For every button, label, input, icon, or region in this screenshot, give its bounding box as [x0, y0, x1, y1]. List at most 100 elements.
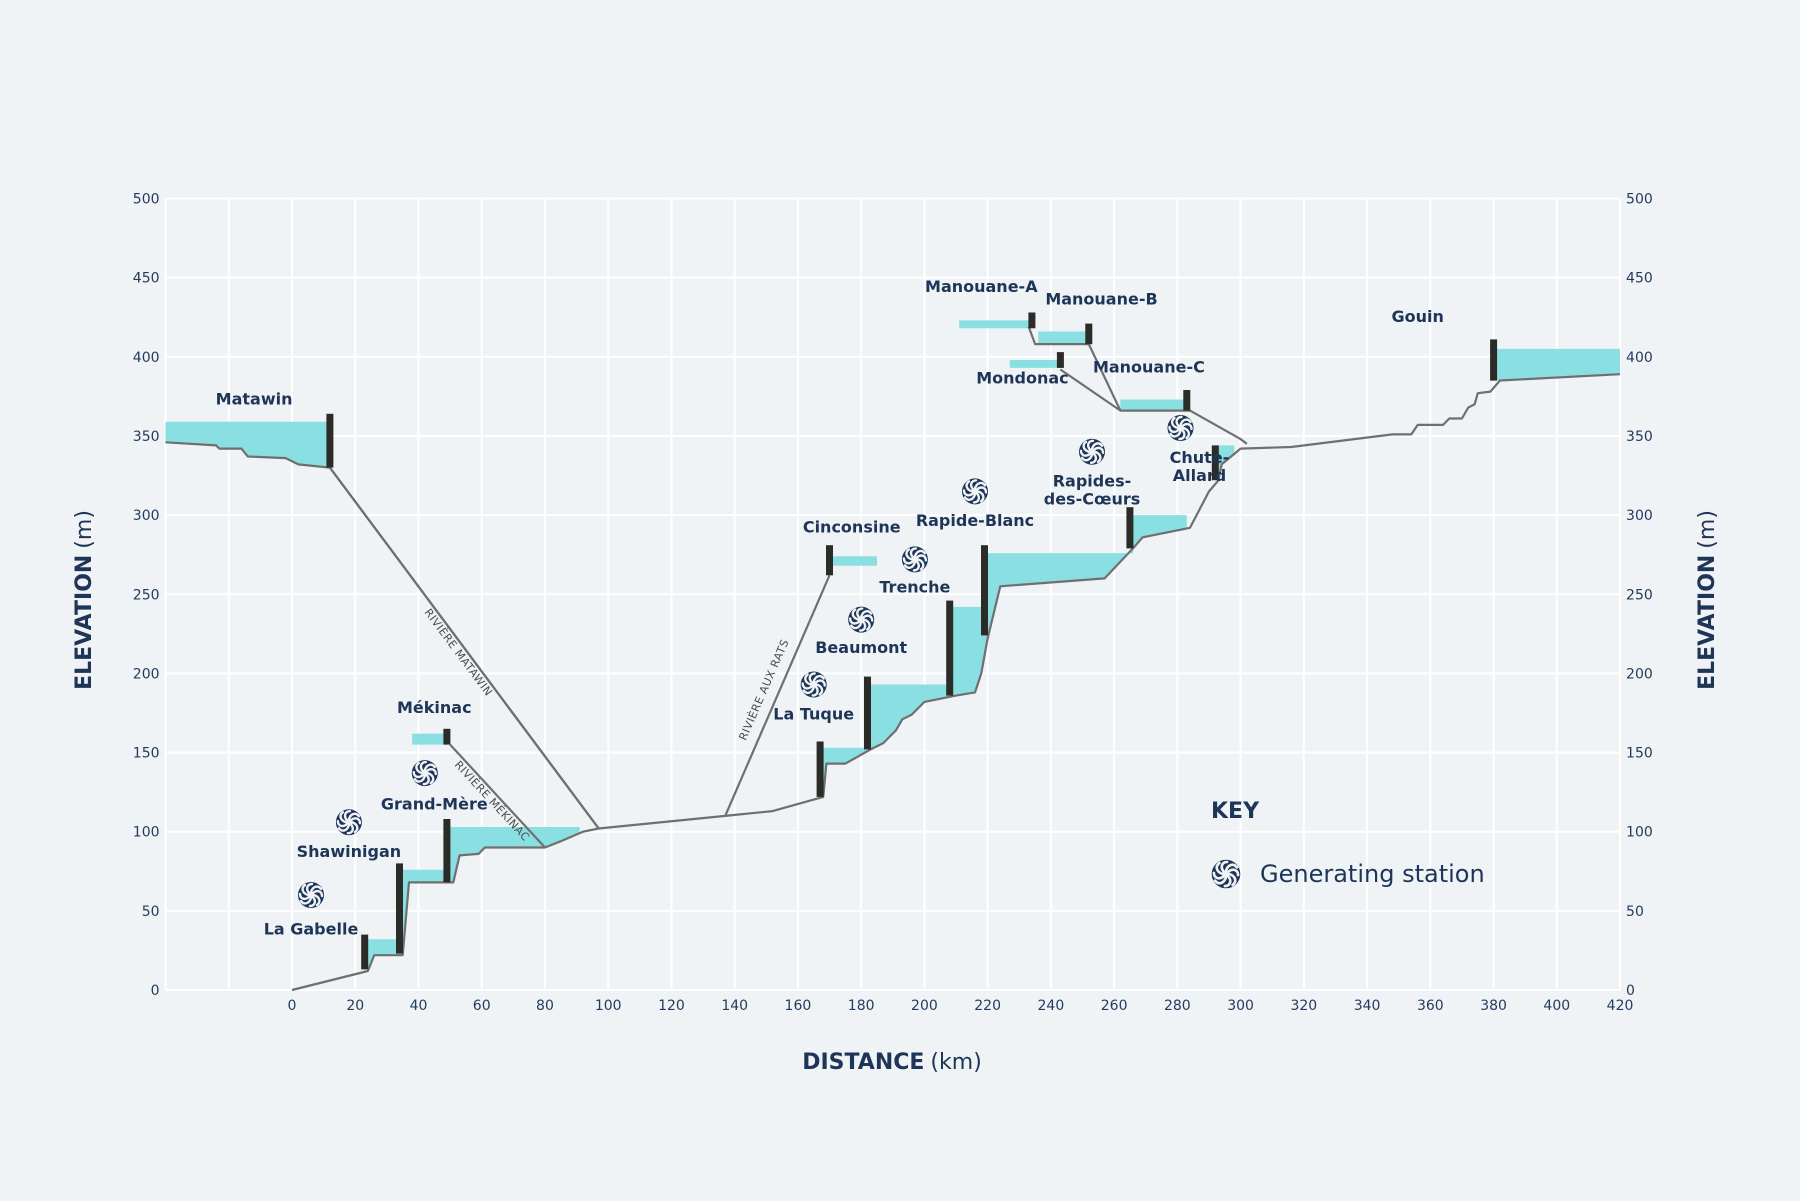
x-tick-label: 40 [410, 998, 428, 1014]
label-rapide-blanc: Rapide-Blanc [916, 511, 1034, 530]
dam-manouane-b [1085, 323, 1093, 345]
dam-m-kinac [443, 728, 451, 745]
x-tick-label: 20 [346, 998, 364, 1014]
x-tick-label: 120 [658, 998, 685, 1014]
dam-mondonac [1056, 352, 1064, 368]
reservoir-cinconsine [832, 556, 877, 566]
x-tick-label: 0 [288, 998, 297, 1014]
label-manouane-c: Manouane-C [1093, 358, 1205, 377]
label-manouane-b: Manouane-B [1045, 290, 1157, 309]
reservoir-manouane-c [1120, 399, 1190, 411]
reservoir-rapide-blanc [984, 548, 1134, 656]
dam-gouin [1490, 339, 1498, 381]
x-tick-label: 400 [1543, 998, 1570, 1014]
y-tick-label-right: 0 [1626, 983, 1635, 999]
dam-la-tuque [816, 741, 824, 797]
y-tick-label-left: 500 [133, 192, 160, 208]
reservoir-matawin [165, 421, 330, 468]
dam-la-gabelle [361, 934, 369, 970]
reservoir-chute-allard [1218, 445, 1235, 481]
label-la-gabelle: La Gabelle [264, 920, 359, 939]
dam-matawin [326, 413, 334, 468]
reservoir-grand-m-re [450, 827, 580, 883]
turbine-icon [960, 477, 990, 506]
reservoir-manouane-b [1038, 331, 1092, 345]
upper-river-line [1027, 326, 1122, 412]
label-m-kinac: Mékinac [397, 698, 472, 717]
dam-rapide-blanc [981, 545, 988, 636]
x-tick-label: 340 [1354, 998, 1381, 1014]
x-tick-label: 220 [974, 998, 1001, 1014]
y-tick-label-left: 450 [133, 271, 160, 287]
turbine-icon [1166, 413, 1195, 443]
dam-cinconsine [826, 545, 833, 576]
y-tick-label-left: 400 [133, 350, 160, 366]
turbine-icon [799, 670, 828, 699]
turbine-icon [900, 545, 930, 574]
label-line: Rapides- [1053, 472, 1132, 491]
y-axis-title-right: ELEVATION(m) [1695, 510, 1720, 690]
dam-chute-allard [1211, 445, 1219, 481]
y-tick-label-right: 500 [1626, 192, 1653, 208]
x-axis-title: DISTANCE (km) [802, 1050, 982, 1075]
legend-item-label: Generating station [1260, 860, 1485, 888]
reservoirs [165, 320, 1620, 971]
turbine-icon [1077, 437, 1107, 466]
label-mondonac: Mondonac [976, 369, 1068, 388]
dam-trenche [946, 600, 954, 696]
tributary-line [449, 743, 546, 849]
turbine-icon [847, 605, 876, 634]
x-tick-label: 260 [1101, 998, 1128, 1014]
label-line: Chute- [1170, 448, 1230, 467]
y-tick-label-left: 350 [133, 429, 160, 445]
x-tick-label: 80 [536, 998, 554, 1014]
x-tick-label: 420 [1607, 998, 1634, 1014]
dam-grand-m-re [443, 819, 451, 883]
reservoir-rapides-des-c-urs [1133, 515, 1187, 549]
reservoir-mondonac [1009, 360, 1061, 368]
y-tick-label-left: 250 [133, 587, 160, 603]
turbine-icon [410, 758, 439, 788]
y-tick-label-left: 0 [151, 983, 160, 999]
y-tick-label-right: 400 [1626, 350, 1653, 366]
y-tick-label-left: 100 [133, 825, 160, 841]
legend-title: KEY [1211, 799, 1260, 824]
y-tick-label-right: 350 [1626, 429, 1653, 445]
reservoir-la-tuque [823, 747, 871, 797]
dam-manouane-c [1183, 390, 1191, 411]
x-tick-label: 200 [911, 998, 938, 1014]
y-tick-label-right: 250 [1626, 587, 1653, 603]
turbine-icon [296, 880, 326, 910]
label-gouin: Gouin [1392, 307, 1444, 326]
label-cinconsine: Cinconsine [803, 518, 901, 537]
river-label: RIVIÈRE MATAWIN [422, 606, 495, 698]
x-tick-label: 60 [473, 998, 491, 1014]
y-tick-label-left: 150 [133, 746, 160, 762]
y-axis-title-left: ELEVATION(m) [72, 510, 97, 690]
axes: DISTANCE (km) ELEVATION(m) ELEVATION(m) 0… [72, 192, 1720, 1076]
station-labels: Matawin Mékinac Grand-Mère Shawinigan La Gab… [216, 277, 1444, 939]
label-trenche: Trenche [879, 578, 950, 597]
legend-item-generating-station: Generating station [1210, 858, 1485, 890]
turbine-icon [334, 808, 364, 837]
reservoir-manouane-a [959, 320, 1032, 329]
y-tick-label-right: 200 [1626, 666, 1653, 682]
reservoir-trenche [952, 606, 985, 697]
y-tick-label-left: 200 [133, 666, 160, 682]
dams [326, 312, 1498, 970]
reservoir-gouin [1493, 348, 1620, 381]
main-river-line [291, 373, 1621, 992]
y-tick-label-right: 150 [1626, 746, 1653, 762]
legend: KEY Generating station [1210, 799, 1485, 890]
label-manouane-a: Manouane-A [925, 277, 1038, 296]
dam-rapides-des-c-urs [1126, 507, 1134, 549]
y-tick-label-right: 300 [1626, 508, 1653, 524]
label-shawinigan: Shawinigan [297, 842, 402, 861]
label-la-tuque: La Tuque [773, 704, 854, 723]
x-tick-label: 240 [1038, 998, 1065, 1014]
y-tick-label-right: 50 [1626, 904, 1644, 920]
label-grand-m-re: Grand-Mère [381, 795, 488, 814]
